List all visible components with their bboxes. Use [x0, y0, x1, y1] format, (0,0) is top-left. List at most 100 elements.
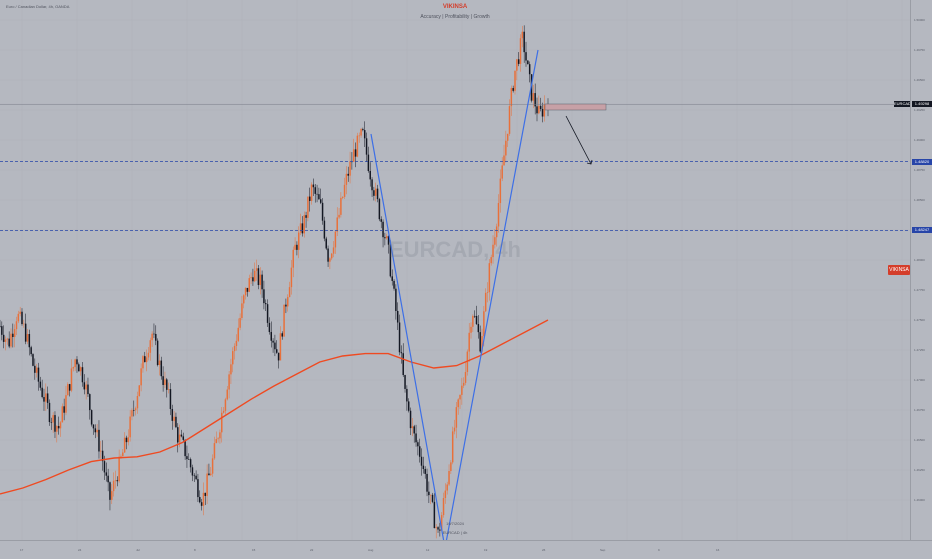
- candle-body: [422, 465, 425, 469]
- candle-body: [237, 327, 240, 341]
- candle: [290, 260, 293, 295]
- candle: [391, 269, 393, 286]
- candle-body: [164, 379, 166, 385]
- price-tick-label: 1.49250: [914, 108, 925, 112]
- candle-body: [0, 326, 1, 327]
- candle-body: [330, 253, 333, 259]
- candle-body: [175, 416, 177, 428]
- candle: [57, 416, 60, 435]
- candle-body: [250, 277, 252, 279]
- candle-body: [338, 214, 340, 218]
- candle-body: [497, 203, 500, 227]
- candle-body: [178, 434, 181, 443]
- candle-body: [376, 188, 379, 200]
- candle: [358, 132, 360, 143]
- candle-body: [380, 219, 382, 222]
- candle-body: [340, 197, 342, 215]
- candle: [37, 362, 40, 391]
- candle: [455, 401, 458, 439]
- candle: [98, 420, 100, 459]
- candle-body: [512, 88, 514, 91]
- candle-body: [398, 322, 401, 353]
- candle-body: [149, 340, 152, 353]
- candle: [503, 144, 505, 166]
- candle-body: [523, 31, 525, 53]
- candle: [286, 294, 289, 312]
- candle: [134, 406, 137, 416]
- candle: [462, 377, 465, 389]
- candle: [186, 445, 188, 468]
- candle: [411, 418, 414, 437]
- candle: [415, 424, 417, 447]
- candle-body: [167, 389, 170, 390]
- candle: [439, 522, 441, 537]
- candle: [219, 429, 221, 444]
- candle: [24, 313, 27, 345]
- candle-body: [259, 274, 262, 286]
- candle: [363, 121, 366, 147]
- candle: [340, 192, 342, 218]
- candle: [371, 177, 373, 197]
- candle-body: [213, 443, 216, 459]
- candle: [451, 426, 454, 465]
- candle: [237, 318, 240, 343]
- candle-body: [199, 497, 201, 503]
- candle-body: [534, 93, 536, 107]
- candle-body: [462, 382, 465, 386]
- candle-body: [517, 59, 520, 64]
- candle-body: [144, 356, 146, 363]
- candle-body: [402, 353, 404, 376]
- candle: [252, 268, 254, 286]
- candle-body: [1, 326, 3, 335]
- candle-body: [516, 59, 518, 71]
- candle-body: [45, 393, 47, 402]
- candle-body: [532, 93, 535, 101]
- time-scale[interactable]: 17 24 Jul 8 15 22 Aug 12 19 26 Sep 9 16: [0, 540, 932, 552]
- candle-body: [182, 436, 185, 440]
- candle-body: [6, 338, 9, 340]
- candle-body: [429, 494, 432, 496]
- candle: [0, 319, 1, 328]
- candle-body: [101, 450, 104, 462]
- candle: [461, 377, 463, 405]
- price-scale[interactable]: 1.50000 1.49750 1.49500 1.49250 1.49000 1.487…: [910, 0, 932, 540]
- candle: [68, 383, 71, 397]
- candle-body: [470, 326, 472, 333]
- candle: [243, 294, 245, 309]
- candle-body: [153, 333, 155, 335]
- candle: [46, 386, 49, 409]
- candle-body: [83, 382, 86, 390]
- candle: [297, 226, 300, 259]
- candle-body: [374, 188, 377, 196]
- candle: [79, 366, 82, 376]
- candle-body: [404, 375, 406, 389]
- candle: [171, 404, 174, 430]
- chart-area[interactable]: Euro / Canadian Dollar, 4h, OANDA VIKINS…: [0, 0, 911, 549]
- candle: [257, 265, 260, 290]
- candle-body: [57, 426, 60, 429]
- candle-body: [285, 304, 287, 307]
- price-plot[interactable]: [0, 0, 910, 549]
- candle-body: [341, 196, 344, 198]
- price-tick-label: 1.49500: [914, 78, 925, 82]
- candle-body: [184, 439, 186, 457]
- candle: [417, 440, 419, 456]
- candle: [167, 382, 170, 394]
- candle-body: [420, 456, 423, 466]
- price-tick-label: 1.46250: [914, 468, 925, 472]
- candle-body: [46, 393, 49, 403]
- candle: [149, 337, 152, 361]
- candle-body: [281, 333, 283, 337]
- candle: [107, 468, 109, 492]
- candle: [4, 336, 7, 351]
- candle: [175, 412, 177, 429]
- candle: [63, 398, 65, 421]
- candle: [206, 464, 208, 505]
- candle-body: [235, 340, 238, 346]
- candle: [516, 59, 518, 81]
- candle-body: [37, 367, 40, 382]
- candle-body: [156, 340, 159, 365]
- candle: [199, 490, 201, 504]
- pair-caption: EURCAD | 4h: [442, 530, 468, 535]
- candle-body: [417, 442, 419, 447]
